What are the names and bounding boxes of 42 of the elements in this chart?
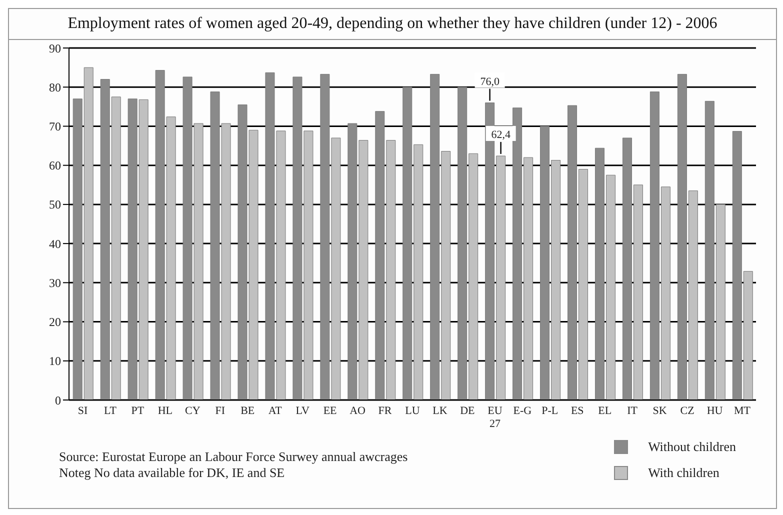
x-tick-label: AO xyxy=(350,405,366,417)
legend-label: Without children xyxy=(648,439,736,455)
x-tick-label: EU 27 xyxy=(488,405,502,430)
y-tick-label: 60 xyxy=(49,158,61,173)
legend-label: With children xyxy=(648,465,720,481)
x-tick-label: IT xyxy=(627,405,638,417)
x-tick-label: DE xyxy=(460,405,476,417)
y-tick-label: 30 xyxy=(49,276,61,290)
y-tick-label: 0 xyxy=(55,393,61,408)
x-tick-label: EL xyxy=(598,405,612,417)
x-tick-label: BE xyxy=(240,405,255,417)
source-note: Source: Eurostat Europe an Labour Force Surwey annual awcrages xyxy=(59,449,408,465)
text: Noteg No data available for DK, IE and SE xyxy=(59,465,286,481)
x-tick-label: LT xyxy=(104,405,117,417)
x-tick-label: FR xyxy=(378,405,392,417)
x-tick-label: HL xyxy=(158,405,173,417)
x-tick-label: SI xyxy=(78,405,88,417)
x-tick-label: EE xyxy=(323,405,338,417)
y-tick-label: 20 xyxy=(49,315,61,330)
x-tick-label: AT xyxy=(268,405,282,417)
x-tick-label: CZ xyxy=(680,405,695,417)
x-tick-label: CY xyxy=(185,405,200,417)
x-tick-label: HU xyxy=(706,405,723,417)
y-tick-label: 70 xyxy=(49,119,61,134)
x-tick-label: SK xyxy=(652,405,667,417)
data-label: 62,4 xyxy=(491,128,511,141)
y-tick-label: 90 xyxy=(49,41,61,56)
y-tick-label: 50 xyxy=(49,198,61,212)
y-tick-label: 40 xyxy=(49,236,61,251)
x-tick-label: ES xyxy=(570,405,584,417)
x-tick-label: LK xyxy=(432,405,448,417)
x-tick-label: LV xyxy=(296,405,310,417)
x-tick-label: P-L xyxy=(542,405,558,417)
x-tick-label: PT xyxy=(131,405,144,417)
data-label: 76,0 xyxy=(480,76,500,88)
x-tick-label: MT xyxy=(734,405,751,417)
y-tick-label: 80 xyxy=(49,80,61,94)
y-tick-label: 10 xyxy=(49,354,61,368)
chart-title: Employment rates of women aged 20-49, depending on whether they have children (under 12) - 2006 xyxy=(9,9,776,40)
x-tick-label: FI xyxy=(215,405,226,417)
x-tick-label: E-G xyxy=(513,405,532,417)
x-tick-label: LU xyxy=(405,405,420,417)
